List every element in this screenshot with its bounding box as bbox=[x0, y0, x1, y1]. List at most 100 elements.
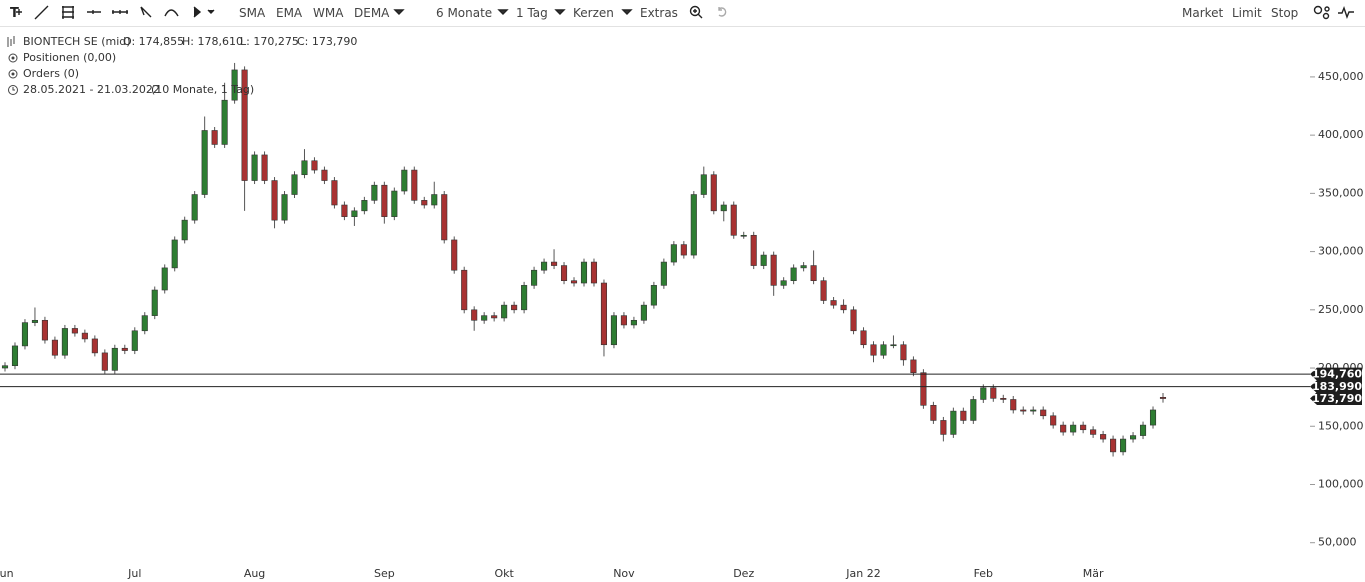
candle-body bbox=[11, 345, 19, 367]
ohlc-close: C: 173,790 bbox=[297, 35, 357, 48]
candle-body bbox=[620, 315, 627, 326]
candle-body bbox=[451, 239, 458, 271]
text-tool[interactable]: T bbox=[10, 6, 22, 21]
candle-body bbox=[1070, 424, 1077, 433]
candle-body bbox=[161, 267, 168, 291]
candle-body bbox=[321, 169, 328, 181]
candle-body bbox=[271, 180, 278, 221]
candle-body bbox=[481, 315, 488, 321]
candle-body bbox=[501, 304, 508, 319]
candle-body bbox=[171, 239, 178, 269]
candle-body bbox=[311, 160, 318, 171]
candle-body bbox=[1040, 409, 1047, 417]
candle-body bbox=[560, 265, 568, 281]
order-button[interactable]: Stop bbox=[1271, 6, 1299, 20]
pulse-icon[interactable] bbox=[1338, 5, 1354, 20]
indicator-button[interactable]: SMA bbox=[239, 6, 266, 20]
x-tick-label: Jan 22 bbox=[845, 567, 880, 580]
arrow-tool[interactable] bbox=[193, 6, 215, 18]
candle-body bbox=[970, 399, 977, 421]
candle-body bbox=[640, 304, 647, 321]
candle-body bbox=[231, 69, 238, 101]
indicator-button[interactable]: WMA bbox=[313, 6, 344, 20]
clock-icon bbox=[8, 85, 18, 95]
interval-select[interactable]: 1 Tag bbox=[516, 6, 548, 20]
candle-body bbox=[1120, 438, 1127, 453]
candle-body bbox=[51, 339, 58, 356]
indicator-button[interactable]: DEMA bbox=[354, 6, 390, 20]
candle-body bbox=[630, 319, 637, 326]
period-select[interactable]: 6 Monate bbox=[436, 6, 493, 20]
candle-body bbox=[1159, 397, 1167, 399]
pen-tool[interactable] bbox=[140, 6, 152, 18]
candle-body bbox=[211, 130, 218, 145]
candle-body bbox=[341, 204, 348, 217]
price-tag-label: 183,990 bbox=[1312, 380, 1362, 393]
x-tick-label: Sep bbox=[374, 567, 395, 580]
indicator-button[interactable]: EMA bbox=[276, 6, 303, 20]
candle-body bbox=[720, 204, 727, 212]
ohlc-high: H: 178,610 bbox=[182, 35, 243, 48]
x-tick-label: Dez bbox=[733, 567, 754, 580]
candle-body bbox=[141, 315, 148, 332]
candle-body bbox=[780, 280, 787, 286]
settings-icon[interactable] bbox=[1313, 5, 1330, 20]
extras-menu[interactable]: Extras bbox=[640, 6, 678, 20]
ray-tool[interactable] bbox=[112, 10, 128, 14]
candle-body bbox=[810, 265, 817, 281]
positions[interactable]: Positionen (0,00) bbox=[23, 51, 116, 64]
candle-body bbox=[770, 254, 777, 286]
dropdown[interactable] bbox=[621, 9, 633, 15]
candle-body bbox=[860, 330, 867, 346]
style-select[interactable]: Kerzen bbox=[573, 6, 614, 20]
x-tick-label: Nov bbox=[613, 567, 635, 580]
candle-body bbox=[590, 261, 598, 284]
order-button[interactable]: Market bbox=[1182, 6, 1224, 20]
dropdown[interactable] bbox=[554, 9, 566, 15]
orders[interactable]: Orders (0) bbox=[23, 67, 79, 80]
candle-body bbox=[541, 261, 548, 271]
price-tag-label: 173,790 bbox=[1312, 392, 1362, 405]
price-tag-label: 194,760 bbox=[1312, 368, 1362, 381]
candle-body bbox=[1100, 434, 1107, 440]
undo-icon[interactable] bbox=[718, 7, 727, 17]
candle-body bbox=[151, 289, 158, 316]
candle-body bbox=[790, 267, 797, 281]
candle-body bbox=[401, 169, 408, 192]
toolbar: T SMA EMA WMA DEMA 6 Monate 1 Tag Kerzen… bbox=[0, 0, 1365, 27]
candle-body bbox=[1130, 435, 1137, 440]
candle-body bbox=[191, 194, 198, 221]
candle-body bbox=[870, 344, 877, 356]
candle-body bbox=[980, 387, 987, 400]
hline-tool[interactable] bbox=[87, 10, 101, 14]
dropdown[interactable] bbox=[393, 9, 405, 15]
candle-body bbox=[21, 322, 29, 347]
candle-body bbox=[31, 319, 38, 323]
chart: BIONTECH SE (mid) O: 174,855 H: 178,610 … bbox=[0, 35, 1364, 580]
candle-body bbox=[491, 315, 498, 319]
candle-body bbox=[950, 410, 957, 435]
candle-body bbox=[1010, 399, 1017, 411]
curve-tool[interactable] bbox=[164, 9, 179, 17]
fib-tool[interactable] bbox=[62, 6, 74, 19]
candle-body bbox=[241, 69, 248, 181]
candle-body bbox=[421, 200, 428, 206]
candle-body bbox=[471, 309, 478, 321]
candle-body bbox=[910, 359, 917, 373]
candle-body bbox=[1090, 429, 1097, 435]
candle-body bbox=[940, 420, 947, 435]
order-button[interactable]: Limit bbox=[1232, 6, 1262, 20]
line-tool[interactable] bbox=[34, 5, 49, 20]
price-tag bbox=[1310, 392, 1362, 406]
dropdown[interactable] bbox=[497, 9, 509, 15]
candle-body bbox=[221, 99, 228, 145]
toolbar-icons: T bbox=[10, 5, 1354, 21]
candle-body bbox=[461, 269, 468, 311]
candle-body bbox=[551, 261, 558, 266]
zoom-icon[interactable] bbox=[689, 5, 703, 19]
candle-body bbox=[411, 169, 418, 201]
candle-body bbox=[61, 328, 68, 356]
candle-body bbox=[1000, 398, 1007, 400]
candle-body bbox=[331, 180, 338, 206]
